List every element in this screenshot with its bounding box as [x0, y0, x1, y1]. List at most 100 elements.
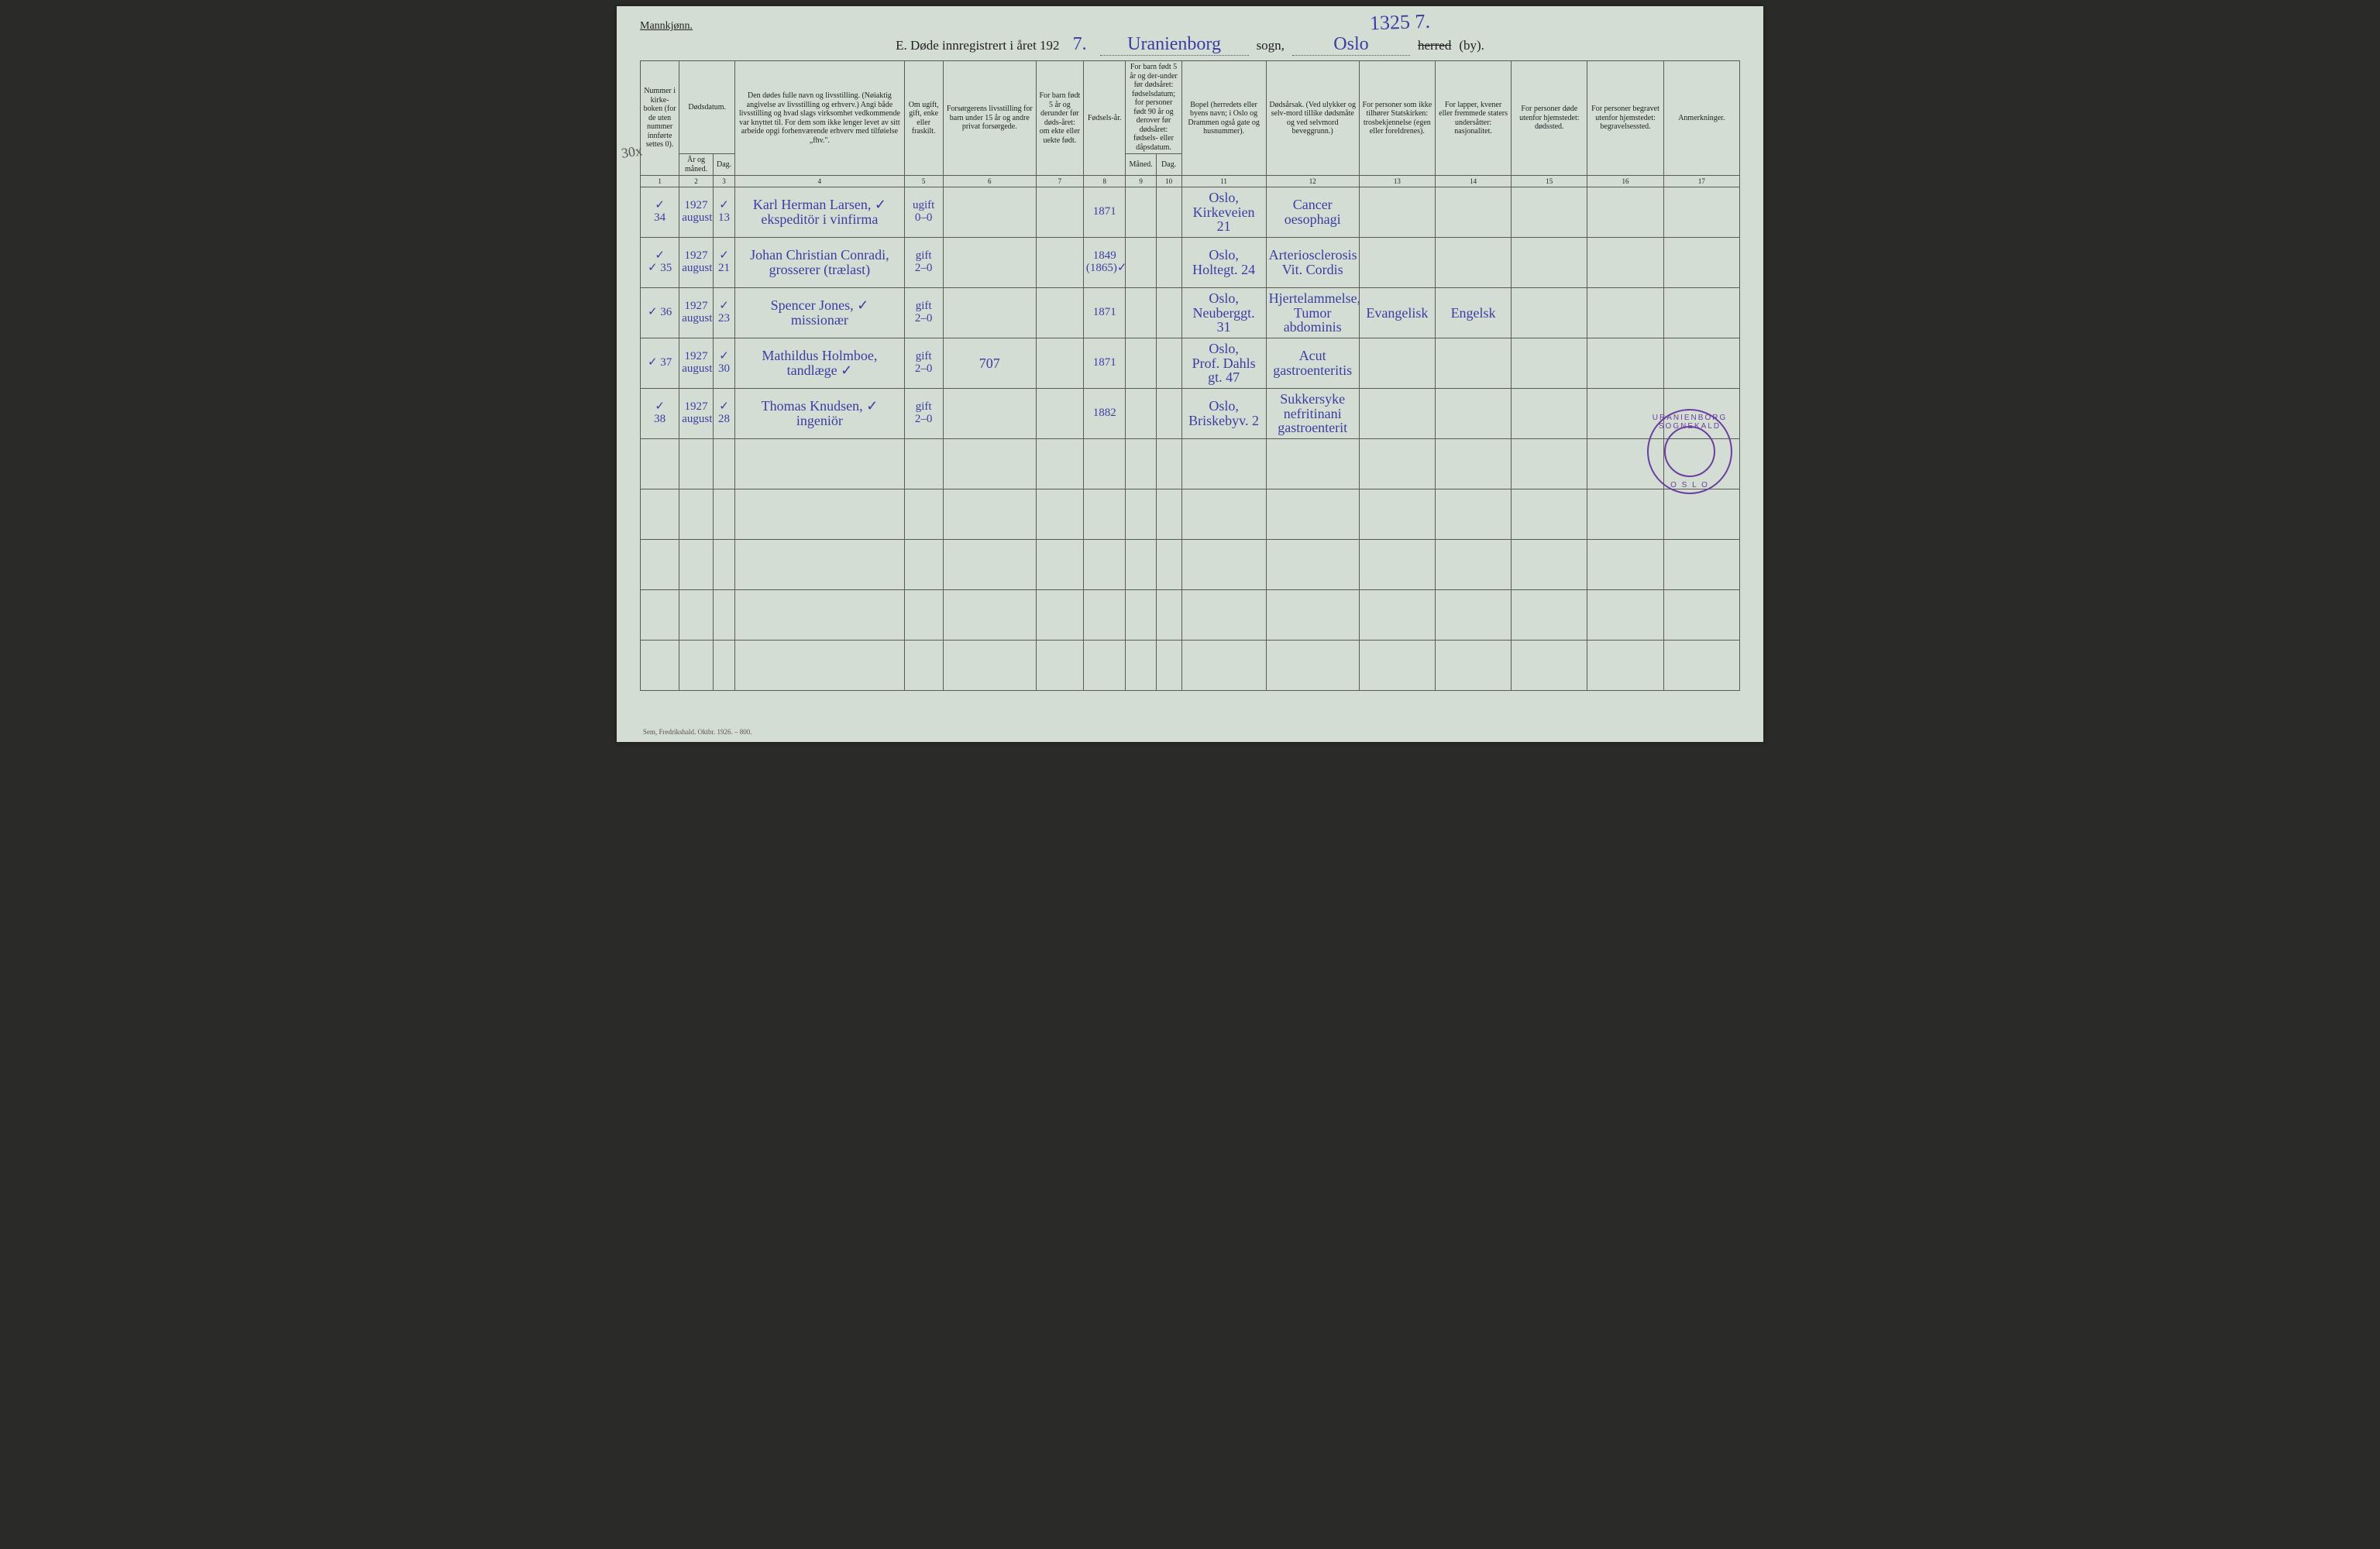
cell-blank: [713, 590, 734, 641]
column-number: 14: [1435, 176, 1511, 187]
cell-notes: [1663, 288, 1739, 338]
column-number: 3: [713, 176, 734, 187]
cell-blank: [1663, 590, 1739, 641]
cell-blank: [1083, 439, 1126, 489]
table-header: Nummer i kirke-boken (for de uten nummer…: [641, 61, 1740, 187]
cell-blank: [735, 641, 904, 691]
cell-birth: 1871: [1083, 338, 1126, 389]
cell-ym: 1927august: [679, 338, 714, 389]
cell-dplace: [1512, 187, 1587, 238]
cell-faith: [1359, 187, 1435, 238]
cell-day: ✓21: [713, 238, 734, 288]
cell-blank: [1587, 489, 1663, 540]
column-header: Måned.: [1126, 154, 1156, 176]
column-header: For personer begravet utenfor hjemstedet…: [1587, 61, 1663, 176]
cell-nat: [1435, 389, 1511, 439]
column-header: For barn født 5 år og der-under før døds…: [1126, 61, 1181, 154]
cell-blank: [904, 439, 943, 489]
column-header: Forsørgerens livsstilling for barn under…: [943, 61, 1036, 176]
cell-blank: [943, 641, 1036, 691]
cell-bplace: [1587, 238, 1663, 288]
cell-blank: [679, 540, 714, 590]
column-number: 17: [1663, 176, 1739, 187]
cell-blank: [1156, 641, 1181, 691]
cell-blank: [1036, 641, 1083, 691]
cell-blank: [735, 489, 904, 540]
cell-residence: Oslo,Kirkeveien 21: [1181, 187, 1266, 238]
column-number: 15: [1512, 176, 1587, 187]
cell-blank: [1083, 641, 1126, 691]
cell-cause: Canceroesophagi: [1266, 187, 1359, 238]
cell-blank: [641, 489, 679, 540]
parish-name: Uranienborg: [1100, 34, 1249, 56]
cell-residence: Oslo,Neuberggt. 31: [1181, 288, 1266, 338]
cell-cause: Acutgastroenteritis: [1266, 338, 1359, 389]
cell-legit: [1036, 338, 1083, 389]
column-number: 11: [1181, 176, 1266, 187]
cell-blank: [1083, 590, 1126, 641]
cell-blank: [1359, 540, 1435, 590]
column-header: Om ugift, gift, enke eller fraskilt.: [904, 61, 943, 176]
page-number-handwritten: 1325 7.: [1370, 10, 1431, 36]
cell-dplace: [1512, 238, 1587, 288]
cell-provider: 707: [943, 338, 1036, 389]
sogn-label: sogn,: [1257, 38, 1285, 53]
cell-blank: [1512, 540, 1587, 590]
cell-name: Spencer Jones, ✓missionær: [735, 288, 904, 338]
cell-status: gift2–0: [904, 238, 943, 288]
cell-bm: [1126, 238, 1156, 288]
cell-bm: [1126, 338, 1156, 389]
column-header: Bopel (herredets eller byens navn; i Osl…: [1181, 61, 1266, 176]
cell-provider: [943, 288, 1036, 338]
cell-blank: [1266, 439, 1359, 489]
cell-blank: [1435, 540, 1511, 590]
cell-legit: [1036, 238, 1083, 288]
cell-blank: [735, 540, 904, 590]
cell-blank: [1036, 590, 1083, 641]
cell-blank: [1512, 489, 1587, 540]
cell-dplace: [1512, 338, 1587, 389]
cell-blank: [1359, 439, 1435, 489]
cell-ym: 1927august: [679, 238, 714, 288]
cell-blank: [1036, 540, 1083, 590]
cell-blank: [1587, 641, 1663, 691]
cell-num: ✓34: [641, 187, 679, 238]
cell-faith: [1359, 238, 1435, 288]
cell-birth: 1871: [1083, 187, 1126, 238]
title-prefix: E. Døde innregistrert i året 192: [896, 38, 1060, 53]
cell-num: ✓ 36: [641, 288, 679, 338]
cell-ym: 1927august: [679, 288, 714, 338]
cell-day: ✓30: [713, 338, 734, 389]
column-number: 8: [1083, 176, 1126, 187]
cell-status: gift2–0: [904, 338, 943, 389]
cell-blank: [1587, 590, 1663, 641]
cell-bm: [1126, 187, 1156, 238]
column-number: 6: [943, 176, 1036, 187]
cell-blank: [1435, 489, 1511, 540]
column-header: Dag.: [713, 154, 734, 176]
cell-faith: Evangelisk: [1359, 288, 1435, 338]
cell-blank: [1156, 590, 1181, 641]
cell-birth: 1849(1865)✓: [1083, 238, 1126, 288]
cell-blank: [1126, 641, 1156, 691]
table-row: ✓ 371927august✓30Mathildus Holmboe,tandl…: [641, 338, 1740, 389]
cell-blank: [1266, 590, 1359, 641]
cell-num: ✓✓ 35: [641, 238, 679, 288]
by-label: (by).: [1459, 38, 1484, 53]
cell-blank: [1266, 540, 1359, 590]
cell-blank: [713, 641, 734, 691]
cell-num: ✓38: [641, 389, 679, 439]
column-number: 10: [1156, 176, 1181, 187]
cell-bd: [1156, 187, 1181, 238]
cell-blank: [1359, 641, 1435, 691]
cell-bplace: [1587, 338, 1663, 389]
gender-label: Mannkjønn.: [640, 20, 1740, 33]
year-suffix: 7.: [1068, 34, 1092, 55]
stamp-text-bottom: O S L O: [1647, 481, 1732, 489]
cell-blank: [1512, 641, 1587, 691]
column-header: Dødsdatum.: [679, 61, 735, 154]
cell-ym: 1927august: [679, 389, 714, 439]
cell-provider: [943, 238, 1036, 288]
cell-blank: [1359, 489, 1435, 540]
cell-blank: [1435, 641, 1511, 691]
